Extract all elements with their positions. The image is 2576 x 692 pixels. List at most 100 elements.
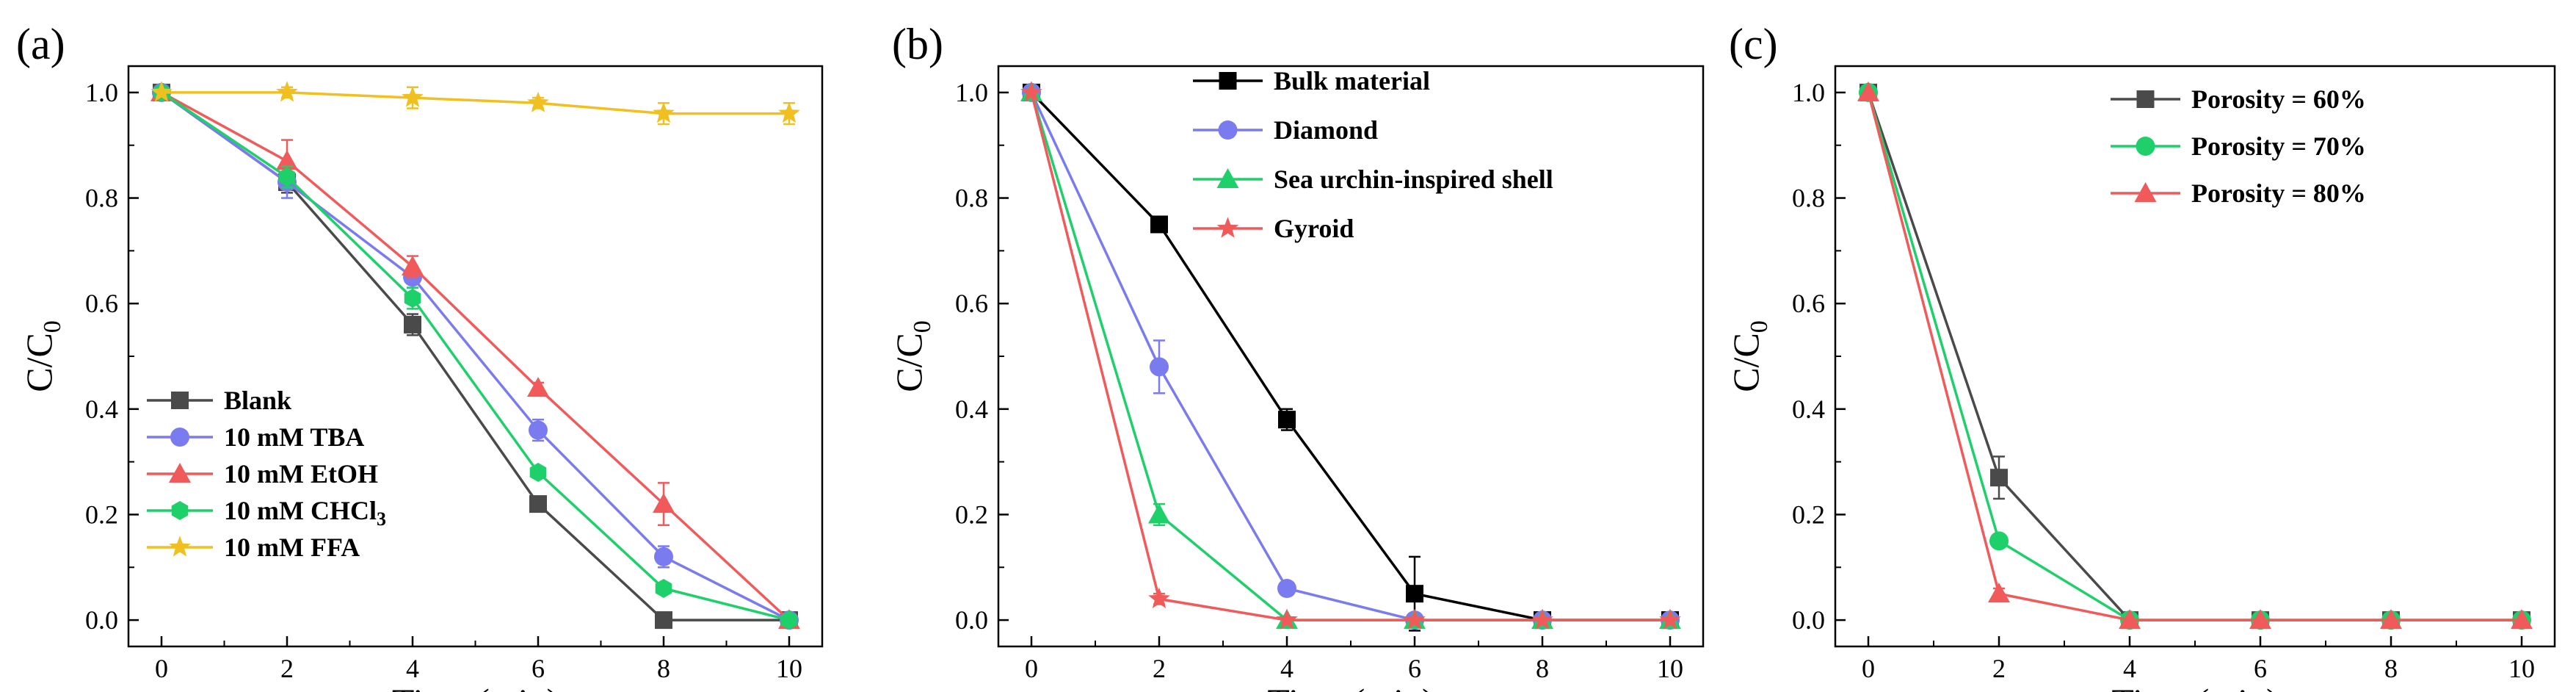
y-tick-label: 1.0 (85, 78, 118, 107)
panel-label: (a) (16, 20, 65, 68)
chart-panel-2: (b) 0 2 4 6 8 10 0.0 0.2 0.4 0.6 0.8 1.0 Time (min) C/… (888, 20, 1705, 692)
series-3 (1020, 81, 1681, 630)
series-line (1030, 92, 1670, 621)
data-point (1277, 579, 1296, 598)
legend-marker (1218, 120, 1238, 140)
series-4 (1020, 81, 1681, 630)
data-point (150, 81, 173, 102)
y-tick-label: 0.6 (955, 289, 988, 318)
y-tick-label: 0.4 (955, 394, 988, 424)
x-tick-label: 0 (1862, 654, 1875, 683)
y-tick-label: 0.0 (1792, 605, 1825, 635)
data-point (404, 315, 421, 334)
series-line (1867, 92, 2522, 621)
legend: Porosity = 60% Porosity = 70% Porosity = 8… (2111, 84, 2366, 208)
data-point (1406, 585, 1423, 603)
legend-item: Porosity = 70% (2111, 131, 2366, 161)
data-point (653, 493, 675, 513)
y-tick-label: 0.8 (85, 184, 118, 213)
y-tick-label: 1.0 (955, 78, 988, 107)
data-point (1531, 608, 1553, 630)
series-line (161, 91, 791, 621)
data-point (402, 255, 424, 275)
legend-marker (2136, 90, 2155, 108)
x-axis-title: Time (min) (1267, 681, 1434, 692)
series-line (161, 91, 790, 621)
series-1 (1860, 83, 2530, 630)
legend-label: Gyroid (1274, 214, 1354, 243)
data-point (653, 102, 675, 123)
series-line (1867, 92, 2522, 621)
y-axis-title-sub: 0 (909, 320, 936, 333)
y-axis-title-sub: 0 (1746, 320, 1773, 333)
legend-marker (2134, 182, 2157, 202)
series-line (160, 91, 790, 621)
panel-label: (c) (1729, 20, 1778, 68)
data-point (402, 86, 424, 107)
legend-label: 10 mM CHCl3 (224, 496, 386, 530)
legend-label-text: Porosity = 60% (2191, 84, 2366, 114)
legend-item: Bulk material (1193, 66, 1430, 95)
legend-label-text: Blank (224, 386, 291, 415)
data-point (1020, 81, 1042, 102)
series-4 (153, 82, 798, 630)
data-point (1150, 215, 1168, 234)
series-line (162, 91, 789, 115)
legend-item: 10 mM TBA (147, 422, 364, 452)
y-axis-title-main: C/C (1725, 333, 1766, 392)
series-3 (150, 81, 800, 630)
data-point (529, 495, 547, 513)
x-tick-label: 4 (406, 654, 419, 683)
legend-item: Sea urchin-inspired shell (1193, 165, 1553, 194)
y-tick-label: 0.6 (1792, 289, 1825, 318)
legend-label-text: Bulk material (1274, 66, 1430, 95)
data-point (1148, 503, 1170, 524)
y-tick-label: 0.2 (955, 500, 988, 529)
data-point (1988, 583, 2010, 603)
data-point (278, 167, 296, 187)
x-tick-label: 2 (280, 654, 294, 683)
chart-panel-1: (a) 0 2 4 6 8 10 0.0 0.2 0.4 0.6 0.8 1.0 Time (min) C/… (16, 20, 824, 692)
legend-label: Blank (224, 386, 291, 415)
legend-marker (169, 463, 191, 483)
series-5 (150, 81, 800, 126)
legend-marker (1219, 72, 1237, 90)
panel-label: (b) (892, 20, 943, 68)
legend-label-text: 10 mM TBA (224, 422, 364, 452)
y-tick-label: 0.8 (1792, 184, 1825, 213)
x-axis-title: Time (min) (2111, 681, 2278, 692)
legend-label: 10 mM TBA (224, 422, 364, 452)
x-tick-label: 6 (531, 654, 545, 683)
data-point (1989, 531, 2009, 551)
data-point (2511, 609, 2533, 630)
legend-label-text: Diamond (1274, 115, 1378, 145)
legend-marker (1216, 217, 1239, 238)
legend-label: Porosity = 70% (2191, 131, 2366, 161)
x-tick-label: 10 (776, 654, 802, 683)
y-axis-title-main: C/C (888, 333, 929, 392)
data-point (778, 102, 800, 123)
y-tick-label: 0.0 (955, 605, 988, 635)
x-tick-label: 0 (155, 654, 168, 683)
legend-label-text: Porosity = 80% (2191, 179, 2366, 208)
x-tick-label: 8 (1536, 654, 1549, 683)
plot-frame (997, 65, 1705, 648)
series-3 (1857, 81, 2533, 630)
legend-marker (170, 428, 189, 447)
x-tick-label: 10 (1657, 654, 1683, 683)
data-point (404, 289, 421, 308)
data-point (2249, 609, 2271, 630)
data-point (1278, 411, 1296, 429)
legend-label: Bulk material (1274, 66, 1430, 95)
legend-item: Gyroid (1193, 214, 1354, 243)
y-axis-title: C/C0 (888, 320, 936, 392)
data-point (1276, 608, 1298, 630)
x-axis-title: Time (min) (392, 681, 559, 692)
legend-item: 10 mM FFA (147, 533, 360, 562)
data-point (1659, 608, 1681, 630)
x-tick-label: 2 (1992, 654, 2006, 683)
x-tick-label: 6 (1408, 654, 1421, 683)
x-tick-label: 4 (2123, 654, 2136, 683)
x-tick-label: 6 (2254, 654, 2267, 683)
